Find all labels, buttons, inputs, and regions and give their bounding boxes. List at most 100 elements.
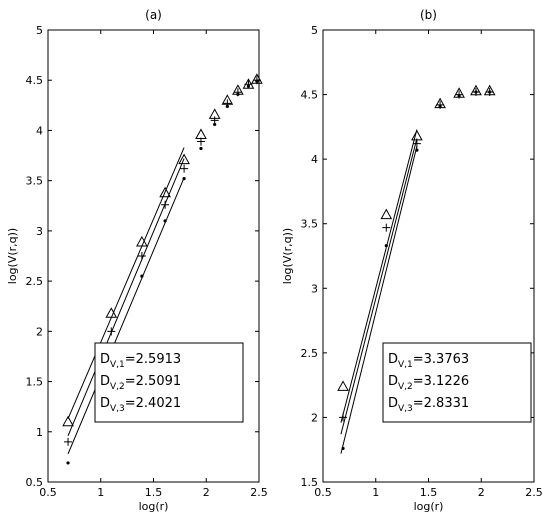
legend-entry: DV,1=3.3763 — [388, 352, 469, 370]
triangle-point — [195, 128, 207, 139]
fit-line-1 — [340, 129, 418, 423]
dot-point — [66, 461, 70, 465]
y-tick-label: 4 — [311, 153, 318, 166]
triangle-point — [178, 153, 190, 165]
legend-value: =3.3763 — [413, 352, 469, 367]
legend-base: D — [388, 396, 398, 411]
dot-point — [415, 148, 419, 152]
dot-point — [341, 446, 345, 451]
x-tick-label: 2.5 — [250, 486, 268, 499]
fit-line-3 — [340, 146, 418, 454]
chart-panel-a: (a) 0.5 1 1.5 2 2.5 0.5 1 1.5 2 2.5 3 3.5 4 4.5 5 log(r)… — [6, 8, 268, 513]
legend-subscript: V,1 — [110, 360, 125, 370]
legend-value: =2.5091 — [125, 374, 181, 389]
dot-point — [457, 94, 461, 98]
legend-value: =2.8331 — [413, 396, 469, 411]
y-tick-label: 1 — [36, 426, 43, 439]
legend-subscript: V,2 — [110, 382, 125, 392]
legend-box — [94, 342, 244, 423]
plus-point — [339, 413, 348, 422]
legend-subscript: V,3 — [398, 404, 413, 414]
triangle-point — [62, 415, 74, 427]
y-tick-label: 2 — [311, 411, 318, 424]
y-tick-label: 3 — [36, 225, 43, 238]
dot-point — [225, 104, 229, 108]
triangle-point — [380, 208, 393, 220]
legend-base: D — [100, 352, 110, 367]
y-tick-label: 5 — [36, 24, 43, 37]
x-tick-label: 2 — [478, 486, 485, 499]
plus-point — [412, 139, 421, 148]
x-tick-label: 2.5 — [525, 486, 543, 499]
y-tick-label: 5 — [311, 24, 318, 37]
legend-value: =2.5913 — [125, 352, 181, 367]
plus-point — [64, 437, 73, 446]
legend-value: =2.4021 — [125, 396, 181, 411]
dot-point — [488, 90, 492, 94]
y-tick-label: 2 — [36, 325, 43, 338]
y-tick-label: 4 — [36, 124, 43, 137]
dot-point — [199, 146, 203, 151]
y-axis-label: log(V(r,q)) — [6, 228, 19, 284]
dot-point — [246, 84, 251, 88]
x-tick-label: 0.5 — [314, 486, 332, 499]
dot-point — [182, 177, 186, 181]
dot-point — [255, 79, 259, 83]
y-axis-label: log(V(r,q)) — [281, 228, 294, 284]
x-tick-label: 1 — [372, 486, 379, 499]
legend-box — [382, 342, 532, 423]
legend-base: D — [100, 396, 110, 411]
x-axis-label: log(r) — [139, 500, 169, 513]
y-tick-label: 3.5 — [301, 218, 319, 231]
y-tick-label: 2.5 — [26, 275, 44, 288]
chart-panel-b: (b) 0.5 1 1.5 2 2.5 1.5 2 2.5 3 3.5 4 4.5 5 log(r) log(… — [281, 8, 543, 513]
x-tick-label: 1.5 — [420, 486, 438, 499]
y-tick-label: 1.5 — [301, 476, 319, 489]
x-tick-label: 1 — [97, 486, 104, 499]
fit-line-3 — [67, 177, 185, 455]
plus-point — [137, 252, 146, 260]
legend-base: D — [100, 374, 110, 389]
plus-point — [180, 164, 189, 173]
x-tick-label: 1.5 — [145, 486, 163, 499]
y-tick-label: 3 — [311, 282, 318, 295]
y-tick-label: 2.5 — [301, 347, 319, 360]
plus-point — [382, 223, 391, 232]
dot-point — [236, 92, 240, 96]
dot-point — [474, 90, 478, 94]
legend-value: =3.1226 — [413, 374, 469, 389]
legend-entry: DV,3=2.8331 — [388, 396, 469, 414]
triangle-point — [136, 235, 148, 247]
dot-point — [438, 104, 442, 108]
x-tick-label: 0.5 — [39, 486, 57, 499]
dot-point — [140, 274, 144, 278]
legend-base: D — [388, 374, 398, 389]
fit-line-1 — [67, 147, 185, 419]
legend-subscript: V,2 — [398, 382, 413, 392]
legend-entry: DV,2=2.5091 — [100, 374, 181, 392]
y-tick-label: 4.5 — [26, 74, 44, 87]
dot-point — [213, 122, 217, 127]
y-tick-label: 4.5 — [301, 89, 319, 102]
x-tick-label: 2 — [203, 486, 210, 499]
dot-point — [163, 219, 167, 223]
legend-base: D — [388, 352, 398, 367]
legend-entry: DV,2=3.1226 — [388, 374, 469, 392]
y-tick-label: 0.5 — [26, 476, 44, 489]
y-tick-label: 3.5 — [26, 175, 44, 188]
x-axis-label: log(r) — [414, 500, 444, 513]
y-tick-label: 1.5 — [26, 376, 44, 389]
triangle-point — [159, 186, 171, 198]
triangle-point — [337, 380, 349, 391]
legend-subscript: V,1 — [398, 360, 413, 370]
legend-subscript: V,3 — [110, 404, 125, 414]
triangle-point — [105, 307, 118, 318]
legend-entry: DV,3=2.4021 — [100, 396, 181, 414]
legend-entry: DV,1=2.5913 — [100, 352, 181, 370]
plus-point — [196, 137, 205, 146]
chart-title: (a) — [145, 8, 162, 22]
chart-title: (b) — [420, 8, 437, 22]
plus-point — [107, 327, 116, 336]
plus-point — [161, 200, 170, 209]
